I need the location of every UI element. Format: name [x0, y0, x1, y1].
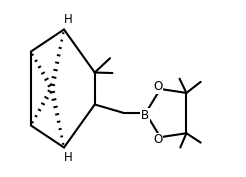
- Text: O: O: [153, 80, 163, 93]
- Text: B: B: [141, 109, 149, 122]
- Text: O: O: [153, 133, 163, 146]
- Text: H: H: [64, 13, 73, 26]
- Text: H: H: [64, 151, 73, 164]
